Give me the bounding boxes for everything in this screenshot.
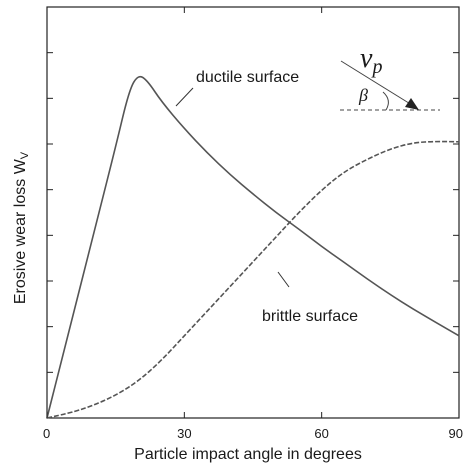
brittle-leader-line xyxy=(277,271,290,288)
brittle-surface-line xyxy=(46,140,460,419)
plot-frame xyxy=(46,6,460,419)
x-tick-label: 60 xyxy=(314,426,328,441)
ductile-leader-line xyxy=(175,87,194,107)
chart-series xyxy=(46,75,460,419)
chart-ticks: 0 30 60 90 xyxy=(43,7,463,441)
angle-arc xyxy=(382,91,389,111)
chart-axes xyxy=(46,6,460,419)
y-axis-label: Erosive wear loss WV xyxy=(12,151,31,304)
brittle-annotation: brittle surface xyxy=(262,271,358,325)
ductile-annotation: ductile surface xyxy=(175,69,299,107)
velocity-symbol: vp xyxy=(360,43,382,78)
x-axis-label: Particle impact angle in degrees xyxy=(134,446,362,463)
x-tick-label: 90 xyxy=(449,426,463,441)
ductile-surface-label: ductile surface xyxy=(196,69,299,86)
brittle-surface-label: brittle surface xyxy=(262,308,358,325)
ductile-surface-line xyxy=(46,75,460,419)
velocity-arrow-line xyxy=(340,60,413,106)
impact-angle-diagram: vp β xyxy=(340,43,440,111)
velocity-arrow-head xyxy=(405,98,419,110)
x-tick-label: 0 xyxy=(43,426,50,441)
angle-symbol: β xyxy=(358,85,368,105)
x-tick-label: 30 xyxy=(177,426,191,441)
